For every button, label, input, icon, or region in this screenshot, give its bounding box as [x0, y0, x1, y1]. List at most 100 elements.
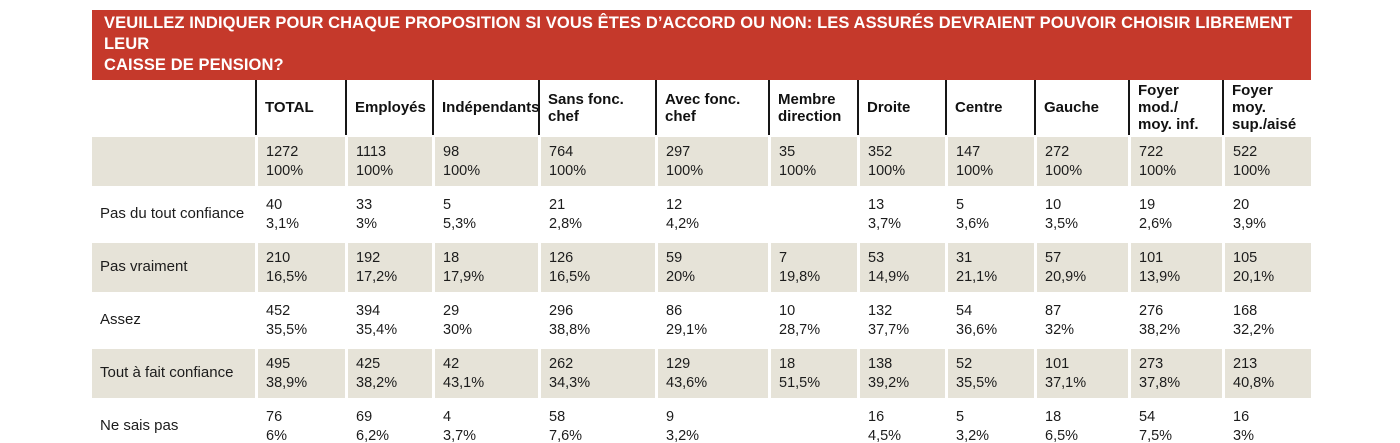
cell-percent: 100%: [1045, 163, 1083, 179]
data-cell: 352 100%: [857, 135, 945, 188]
cell-count: 272: [1045, 144, 1070, 160]
data-cell: 98 100%: [432, 135, 538, 188]
cell-count: 210: [266, 250, 291, 266]
cell-percent: 4,5%: [868, 428, 902, 443]
cell-percent: 30%: [443, 322, 473, 338]
cell-percent: 100%: [1139, 163, 1177, 179]
data-cell: [768, 188, 857, 241]
cell-count: 86: [666, 303, 683, 319]
data-cell: 425 38,2%: [345, 347, 432, 400]
cell-count: 168: [1233, 303, 1258, 319]
cell-percent: 3%: [356, 216, 377, 232]
cell-count: 18: [779, 356, 796, 372]
cell-count: 18: [1045, 409, 1062, 425]
cell-percent: 14,9%: [868, 269, 910, 285]
cell-count: 1113: [356, 144, 387, 160]
data-cell: 52 35,5%: [945, 347, 1034, 400]
cell-count: 31: [956, 250, 973, 266]
column-header-9: Gauche: [1034, 80, 1128, 135]
cell-percent: 3,9%: [1233, 216, 1267, 232]
cell-percent: 36,6%: [956, 322, 998, 338]
data-cell: 16 3%: [1222, 400, 1311, 443]
data-cell: 452 35,5%: [255, 294, 345, 347]
cell-count: 296: [549, 303, 574, 319]
cell-percent: 16,5%: [549, 269, 591, 285]
data-cell: 272 100%: [1034, 135, 1128, 188]
cell-percent: 6,2%: [356, 428, 390, 443]
cell-percent: 5,3%: [443, 216, 477, 232]
cell-percent: 2,8%: [549, 216, 583, 232]
cell-count: 42: [443, 356, 460, 372]
data-cell: 16 4,5%: [857, 400, 945, 443]
cell-percent: 17,2%: [356, 269, 398, 285]
cell-count: 16: [868, 409, 885, 425]
data-cell: 87 32%: [1034, 294, 1128, 347]
cell-percent: 35,5%: [266, 322, 308, 338]
cell-percent: 37,8%: [1139, 375, 1181, 391]
cell-percent: 38,8%: [549, 322, 591, 338]
data-cell: 18 51,5%: [768, 347, 857, 400]
table-row: Pas vraiment 210 16,5% 192 17,2% 18 17,9% 126 16…: [92, 241, 1311, 294]
data-cell: 19 2,6%: [1128, 188, 1222, 241]
cell-count: 21: [549, 197, 566, 213]
cell-count: 352: [868, 144, 893, 160]
cell-count: 16: [1233, 409, 1250, 425]
data-cell: 126 16,5%: [538, 241, 655, 294]
data-cell: 57 20,9%: [1034, 241, 1128, 294]
cell-percent: 3,6%: [956, 216, 990, 232]
cell-percent: 40,8%: [1233, 375, 1275, 391]
row-label: Pas du tout confiance: [92, 188, 255, 241]
data-cell: 722 100%: [1128, 135, 1222, 188]
cell-count: 192: [356, 250, 381, 266]
data-cell: 5 3,6%: [945, 188, 1034, 241]
cell-percent: 35,5%: [956, 375, 998, 391]
cell-count: 10: [1045, 197, 1062, 213]
cell-count: 147: [956, 144, 981, 160]
cell-count: 58: [549, 409, 566, 425]
table-wrapper: TOTAL Employés Indépendants Sans fonc. chef…: [92, 80, 1311, 443]
cell-count: 87: [1045, 303, 1062, 319]
cell-count: 54: [956, 303, 973, 319]
cell-percent: 37,7%: [868, 322, 910, 338]
data-cell: 1272 100%: [255, 135, 345, 188]
column-header-8: Centre: [945, 80, 1034, 135]
cell-count: 5: [956, 409, 965, 425]
data-cell: 262 34,3%: [538, 347, 655, 400]
cell-percent: 3,7%: [868, 216, 902, 232]
cell-percent: 100%: [549, 163, 587, 179]
data-cell: 129 43,6%: [655, 347, 768, 400]
cell-percent: 3,1%: [266, 216, 300, 232]
cell-count: 101: [1045, 356, 1070, 372]
data-cell: 276 38,2%: [1128, 294, 1222, 347]
data-cell: 29 30%: [432, 294, 538, 347]
cell-percent: 100%: [1233, 163, 1271, 179]
cell-percent: 38,2%: [1139, 322, 1181, 338]
column-header-6: Membre direction: [768, 80, 857, 135]
cell-count: 297: [666, 144, 691, 160]
table-body: 1272 100% 1113 100% 98 100% 764 100% 297 100% 35 10…: [92, 135, 1311, 443]
survey-table-infographic: VEUILLEZ INDIQUER POUR CHAQUE PROPOSITIO…: [92, 10, 1311, 443]
cell-count: 4: [443, 409, 452, 425]
data-cell: 105 20,1%: [1222, 241, 1311, 294]
data-cell: 495 38,9%: [255, 347, 345, 400]
cell-percent: 6%: [266, 428, 287, 443]
cell-count: 7: [779, 250, 788, 266]
cell-percent: 100%: [956, 163, 994, 179]
cell-percent: 100%: [779, 163, 817, 179]
cell-percent: 3,5%: [1045, 216, 1079, 232]
data-cell: 297 100%: [655, 135, 768, 188]
cell-count: 33: [356, 197, 373, 213]
cell-count: 9: [666, 409, 675, 425]
cell-percent: 38,2%: [356, 375, 398, 391]
cell-count: 57: [1045, 250, 1062, 266]
cell-percent: 100%: [868, 163, 906, 179]
cell-percent: 20%: [666, 269, 696, 285]
cell-count: 213: [1233, 356, 1258, 372]
data-cell: 12 4,2%: [655, 188, 768, 241]
data-cell: 168 32,2%: [1222, 294, 1311, 347]
data-cell: 35 100%: [768, 135, 857, 188]
cell-count: 276: [1139, 303, 1164, 319]
cell-percent: 32,2%: [1233, 322, 1275, 338]
cell-percent: 100%: [266, 163, 304, 179]
